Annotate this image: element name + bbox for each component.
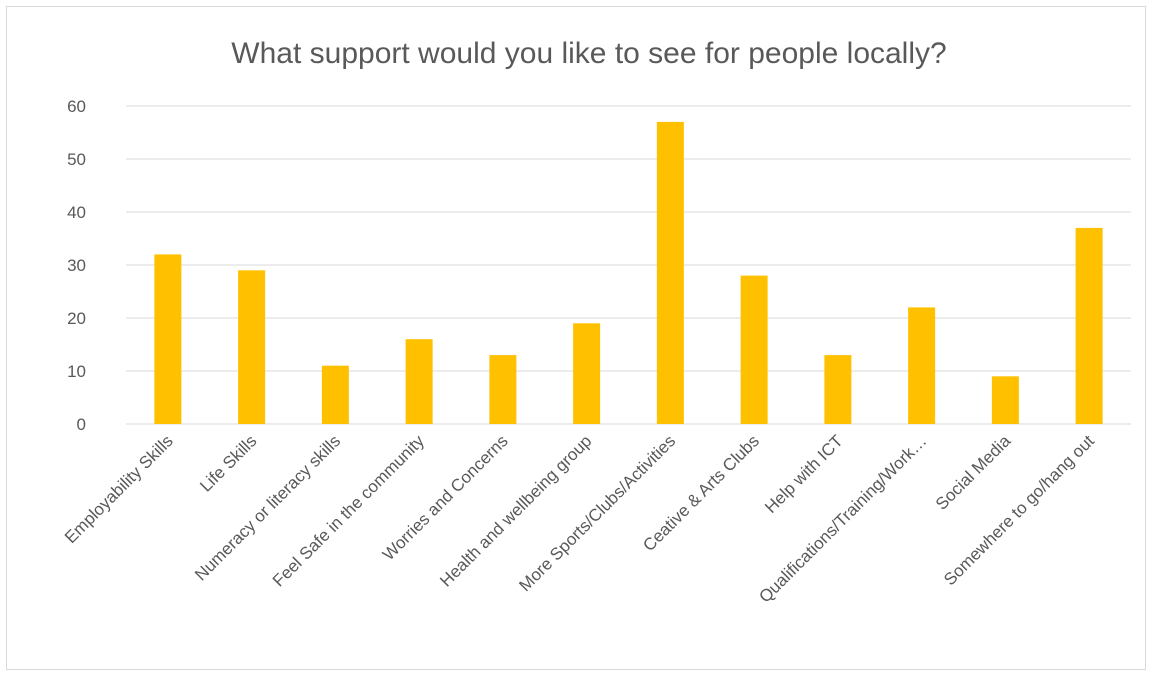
y-tick-label: 50 [67, 150, 86, 169]
x-tick-label: Help with ICT [761, 431, 847, 517]
y-tick-label: 60 [67, 97, 86, 116]
gridlines [126, 105, 1131, 425]
bar [573, 323, 601, 424]
bar [824, 355, 852, 424]
x-tick-label: Social Media [932, 431, 1015, 514]
bar [1075, 227, 1103, 424]
bar [908, 307, 936, 424]
x-axis-ticks: Employability Skills Life SkillsNumeracy … [61, 431, 1098, 606]
bar [154, 254, 182, 424]
y-tick-label: 40 [67, 203, 86, 222]
y-tick-label: 30 [67, 256, 86, 275]
bar [740, 275, 768, 424]
x-tick-label: Life Skills [196, 431, 260, 495]
x-tick-label: Numeracy or literacy skills [191, 431, 344, 584]
y-axis-ticks: 0 10 20 30 40 50 60 [67, 97, 86, 434]
bars [154, 121, 1103, 425]
x-tick-label: Qualifications/Training/Work… [755, 431, 930, 606]
y-tick-label: 10 [67, 362, 86, 381]
bar [238, 270, 266, 424]
chart-frame: What support would you like to see for p… [6, 6, 1146, 670]
chart-title: What support would you like to see for p… [231, 37, 946, 70]
bar [656, 121, 684, 425]
x-tick-label: Health and wellbeing group [436, 431, 595, 590]
x-tick-label: More Sports/Clubs/Activities [515, 431, 679, 595]
y-tick-label: 20 [67, 309, 86, 328]
x-tick-label: Somewhere to go/hang out [940, 431, 1098, 589]
x-tick-label: Feel Safe in the community [269, 431, 428, 590]
y-tick-label: 0 [77, 415, 86, 434]
bar [489, 355, 517, 424]
bar [405, 339, 433, 424]
x-tick-label: Employability Skills [61, 431, 177, 547]
bar [991, 376, 1019, 424]
bar-chart: What support would you like to see for p… [61, 37, 1131, 607]
bar [321, 365, 349, 424]
